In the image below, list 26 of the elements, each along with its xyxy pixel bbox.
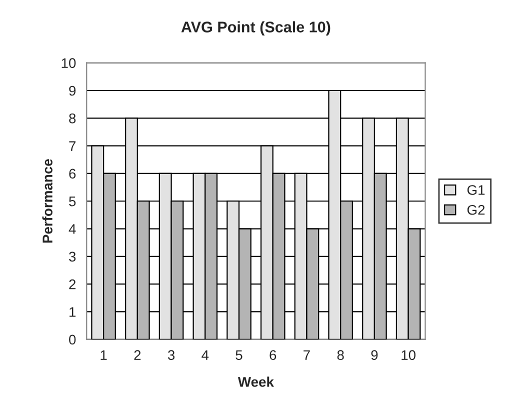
y-tick-label: 0 [69, 334, 76, 345]
x-tick-label: 1 [100, 350, 107, 360]
x-tick-label: 3 [168, 350, 175, 360]
x-tick-label: 2 [134, 350, 141, 360]
x-axis-title: Week [238, 376, 274, 387]
x-tick-label: 5 [236, 350, 242, 360]
chart-title: AVG Point (Scale 10) [181, 21, 330, 36]
y-tick-label: 3 [69, 252, 76, 262]
x-tick-label: 7 [304, 350, 310, 360]
y-tick-label: 4 [68, 224, 76, 234]
y-tick-label: 10 [62, 58, 76, 68]
x-tick-label: 10 [402, 350, 416, 360]
y-axis-title: Performance [42, 159, 52, 243]
y-tick-label: 1 [70, 307, 76, 317]
y-tick-label: 8 [69, 113, 76, 124]
x-tick-label: 6 [270, 350, 276, 360]
x-tick-label: 4 [202, 350, 209, 360]
y-tick-label: 2 [69, 279, 76, 290]
y-tick-label: 6 [69, 168, 76, 179]
legend-label: G1 [467, 185, 485, 195]
y-tick-label: 7 [69, 141, 76, 151]
legend-label: G2 [467, 204, 485, 215]
y-tick-label: 5 [69, 196, 76, 206]
y-tick-label: 9 [69, 86, 76, 96]
x-tick-label: 8 [337, 350, 344, 360]
x-tick-label: 9 [371, 350, 378, 360]
